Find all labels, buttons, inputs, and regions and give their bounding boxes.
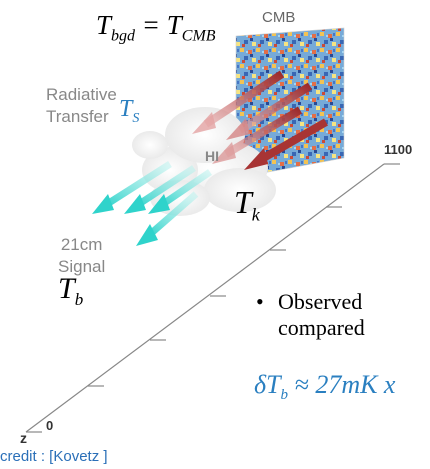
credit-text: credit : [Kovetz ]: [0, 448, 108, 465]
observed-bullet: • Observed compared: [256, 289, 365, 341]
tk-symbol: T: [234, 184, 252, 220]
axis-tick-0: 0: [46, 418, 54, 433]
radiative-line-2: Transfer: [46, 107, 109, 126]
formula-delta-t: δT: [254, 370, 281, 399]
ts-subscript: S: [132, 110, 140, 126]
cyan-arrow-4: [136, 191, 199, 246]
tb-symbol: T: [58, 272, 75, 305]
hi-label: HI: [205, 148, 219, 164]
formula-rest: ≈ 27mK x: [288, 370, 396, 399]
formula-subscript: b: [280, 387, 289, 404]
tbgd-symbol: T: [96, 10, 112, 40]
spin-temperature-label: TS: [119, 96, 139, 127]
hi-cloud: [132, 107, 276, 216]
ts-symbol: T: [119, 96, 133, 122]
signal-line-1: 21cm: [60, 235, 103, 254]
tcmb-subscript: CMB: [181, 27, 216, 45]
brightness-temperature-label: Tb: [58, 272, 83, 310]
bullet-line-2: compared: [278, 315, 365, 340]
tk-subscript: k: [251, 204, 260, 225]
signal-label: 21cm Signal: [58, 234, 105, 278]
cmb-radiation-arrows: [192, 70, 328, 170]
bullet-symbol: •: [256, 289, 264, 314]
cyan-arrow-2: [124, 165, 196, 214]
axis-tick-1100: 1100: [384, 142, 413, 157]
tbgd-subscript: bgd: [111, 27, 136, 45]
tb-subscript: b: [74, 290, 84, 309]
cmb-label: CMB: [262, 9, 296, 26]
kinetic-temperature-label: Tk: [234, 184, 260, 225]
brightness-formula: δTb ≈ 27mK x: [254, 370, 395, 404]
red-arrow-2: [226, 82, 313, 140]
bullet-line-1: Observed: [278, 289, 363, 314]
axis-letter-z: z: [20, 430, 27, 446]
signal-arrows: [92, 161, 212, 246]
cyan-arrow-1: [92, 161, 172, 214]
red-arrow-3: [212, 106, 303, 164]
red-arrow-4: [244, 118, 328, 170]
redshift-axis: [25, 163, 400, 433]
red-arrow-1: [192, 70, 285, 134]
background-temperature-equation: Tbgd = TCMB: [96, 10, 216, 45]
cyan-arrow-3: [148, 169, 212, 214]
radiative-line-1: Radiative: [46, 85, 117, 104]
equals-tcmb: = T: [135, 10, 182, 40]
radiative-transfer-label: Radiative Transfer: [46, 84, 117, 128]
signal-line-2: Signal: [58, 257, 106, 276]
